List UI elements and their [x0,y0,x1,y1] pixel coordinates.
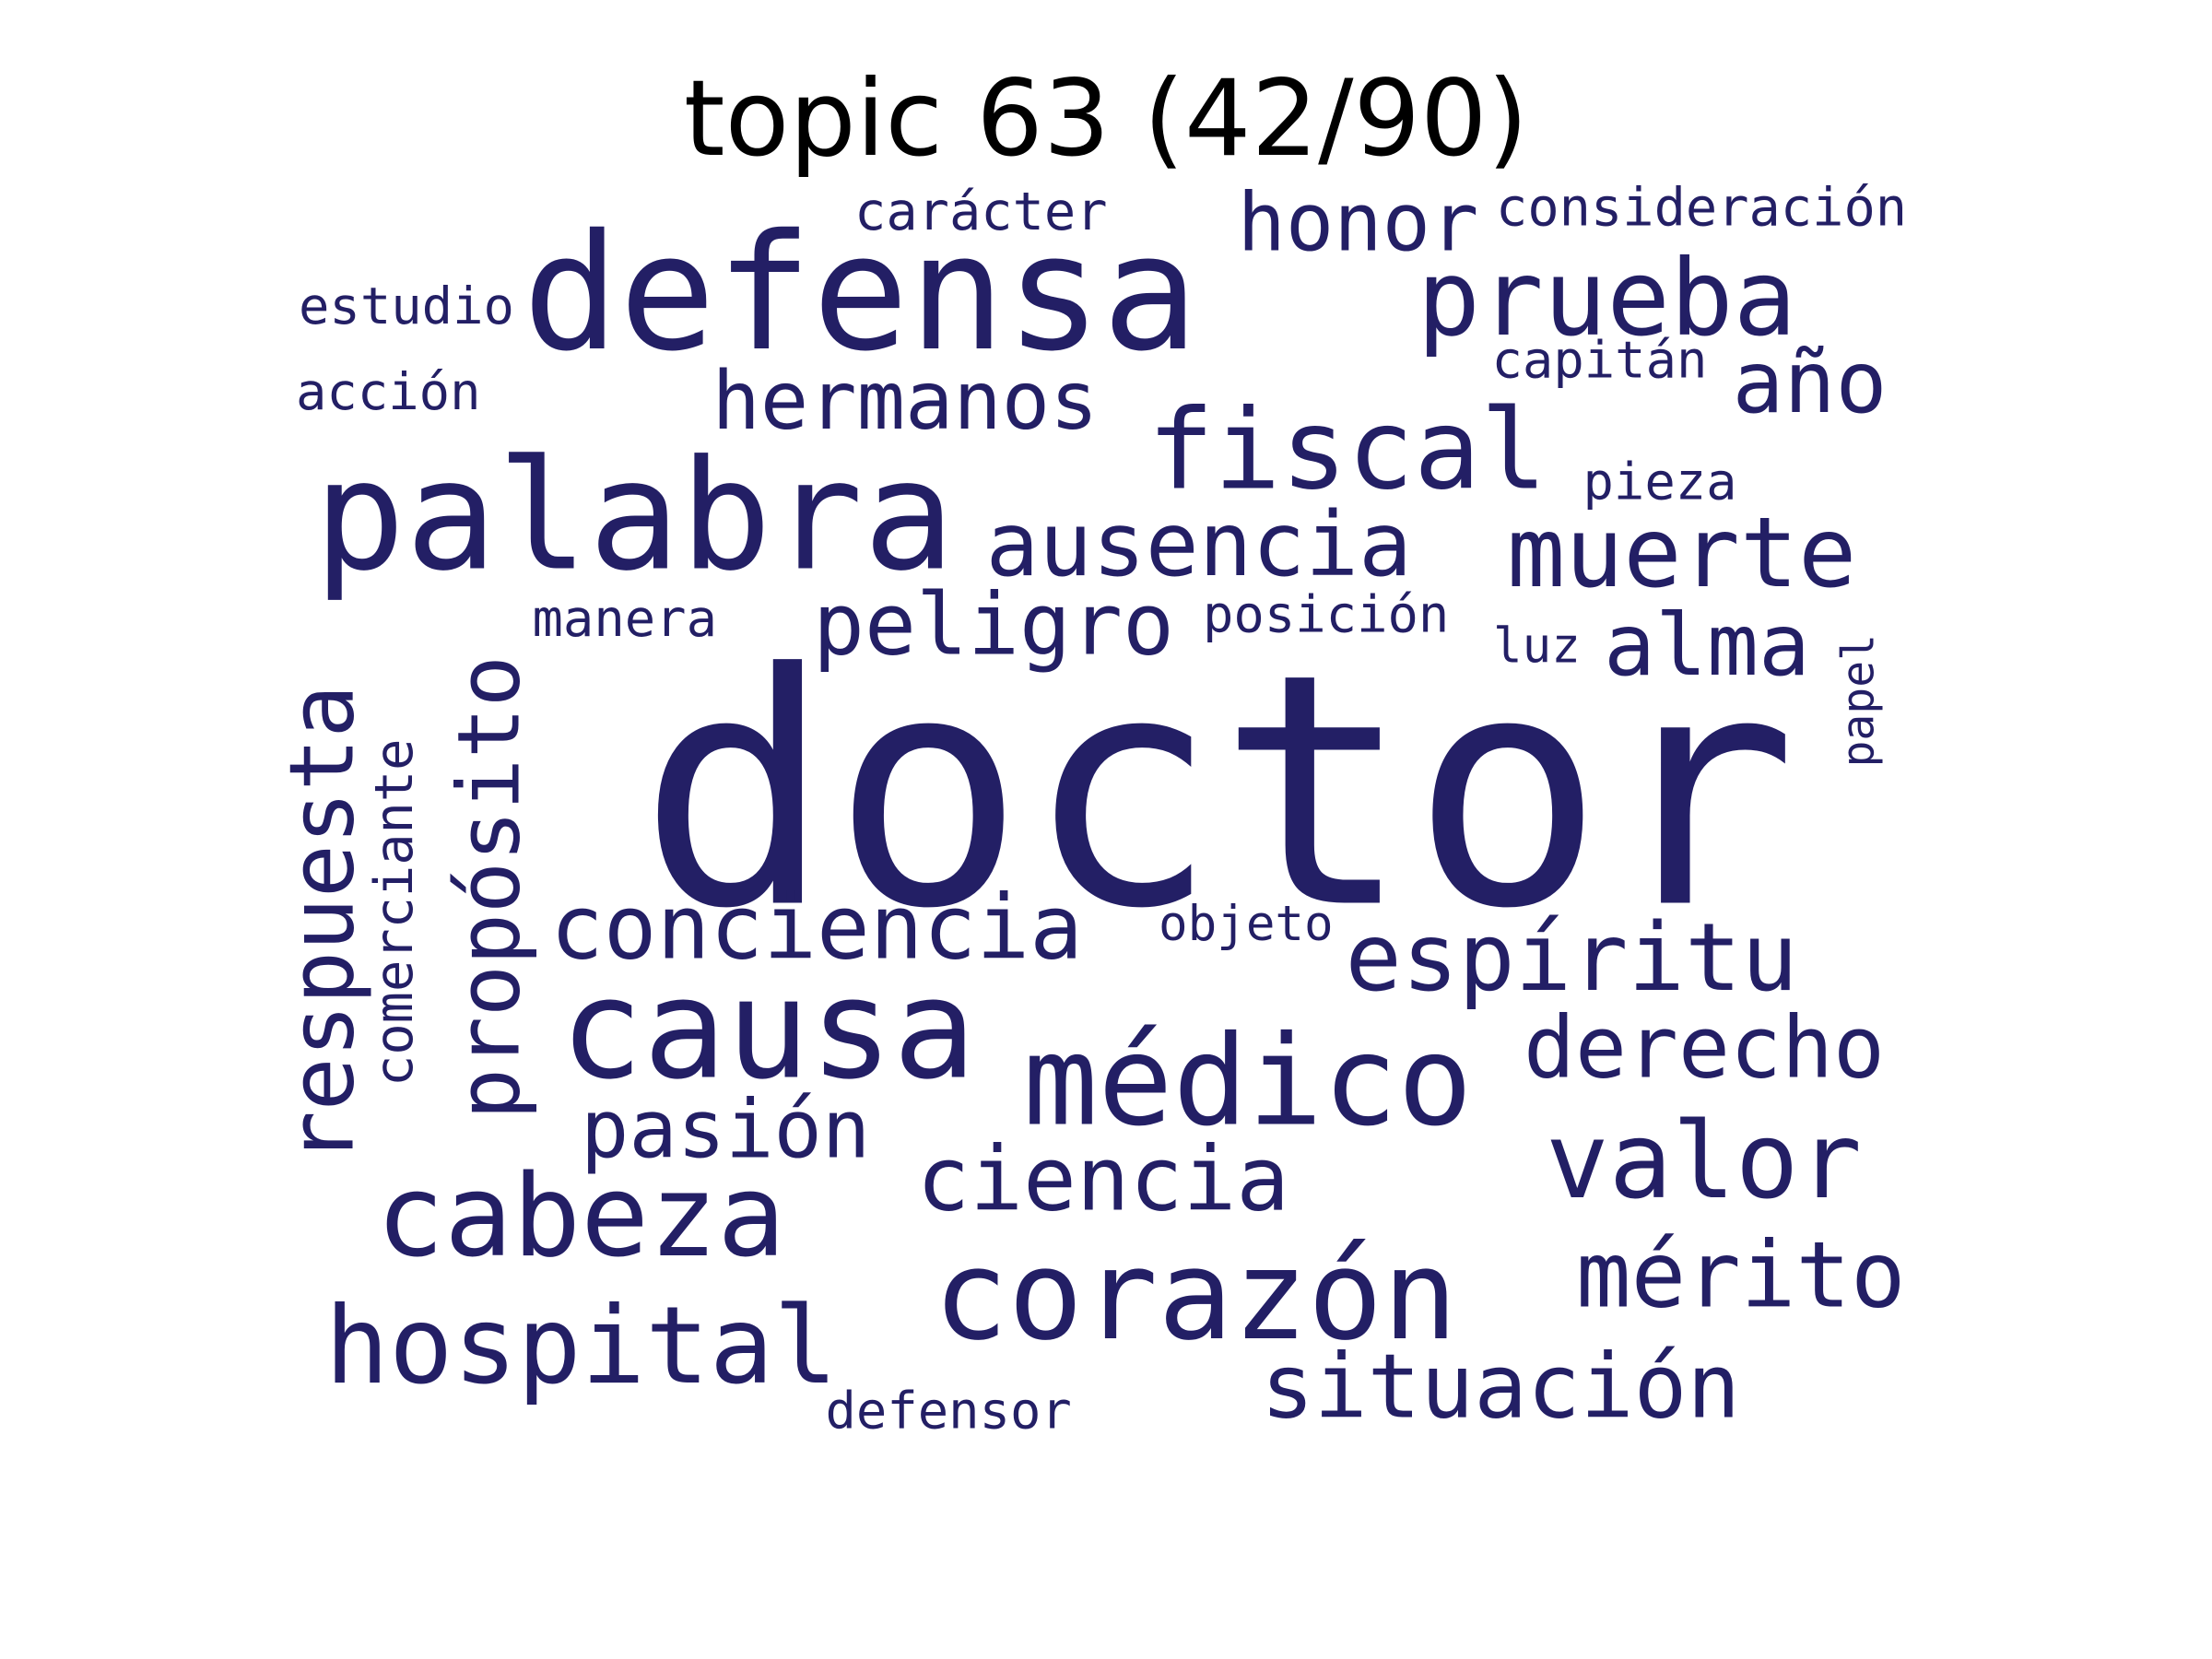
word-pieza: pieza [1583,452,1737,512]
word-ano: año [1732,332,1888,433]
word-papel: papel [1831,634,1885,768]
word-fiscal: fiscal [1147,385,1547,514]
word-cabeza: cabeza [376,1151,786,1283]
word-estudio: estudio [299,276,514,336]
word-alma: alma [1604,594,1810,696]
word-peligro: peligro [813,573,1174,675]
word-consideracion: consideración [1496,177,1908,238]
word-situacion: situación [1261,1336,1741,1440]
word-ciencia: ciencia [916,1129,1290,1232]
word-conciencia: conciencia [550,877,1083,981]
word-merito: mérito [1576,1222,1906,1329]
word-palabra: palabra [313,427,955,605]
word-ausencia: ausencia [985,495,1412,597]
word-pasion: pasión [581,1082,871,1177]
word-doctor: doctor [639,606,1798,979]
word-manera: manera [532,589,717,649]
word-respuesta: respuesta [272,684,375,1164]
word-luz: luz [1493,619,1581,675]
word-honor: honor [1237,175,1479,270]
word-posicion: posición [1203,584,1450,644]
word-defensa: defensa [523,200,1199,387]
word-hermanos: hermanos [712,354,1099,448]
word-caracter: carácter [854,181,1108,242]
word-prueba: prueba [1417,236,1797,359]
word-medico: médico [1023,1009,1473,1155]
word-derecho: derecho [1524,996,1885,1098]
word-muerte: muerte [1507,496,1857,610]
word-accion: acción [296,362,481,422]
word-corazon: corazón [933,1223,1458,1369]
word-causa: causa [559,948,977,1111]
word-capitan: capitán [1491,330,1708,390]
word-proposito: propósito [438,655,540,1120]
word-espiritu: espíritu [1345,904,1798,1014]
chart-title: topic 63 (42/90) [683,56,1529,180]
word-comerciante: comerciante [363,738,425,1087]
word-defensor: defensor [825,1381,1072,1441]
word-valor: valor [1546,1099,1863,1222]
word-objeto: objeto [1159,897,1334,953]
word-hospital: hospital [324,1286,838,1409]
